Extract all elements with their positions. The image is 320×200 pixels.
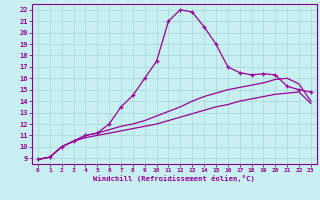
X-axis label: Windchill (Refroidissement éolien,°C): Windchill (Refroidissement éolien,°C) (93, 175, 255, 182)
